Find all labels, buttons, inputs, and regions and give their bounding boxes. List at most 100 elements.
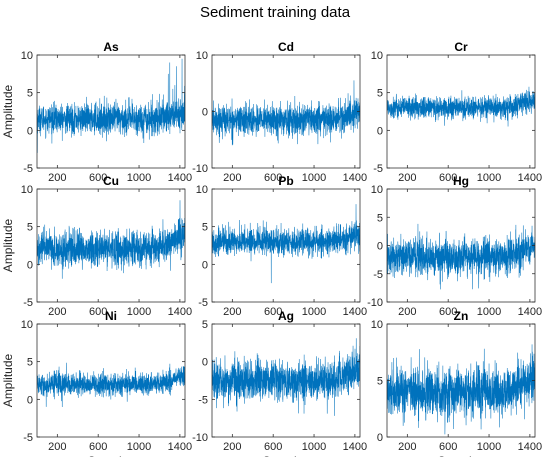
x-tick-label: 1000 <box>477 441 501 453</box>
series-line-zn <box>387 344 535 435</box>
y-tick-label: -10 <box>192 163 208 175</box>
x-tick-label: 600 <box>89 306 107 318</box>
panel-title: Ni <box>105 309 117 323</box>
panel-title: Cd <box>278 40 294 54</box>
y-axis-label: Amplitude <box>1 85 15 139</box>
x-tick-label: 600 <box>264 441 282 453</box>
panel-cd: 200 600 1000 1400 -10 0 10 Cd <box>192 40 367 184</box>
panel-title: Cr <box>454 40 468 54</box>
x-tick-label: 200 <box>48 441 66 453</box>
x-tick-label: 1400 <box>343 441 367 453</box>
y-tick-label: -10 <box>192 432 208 444</box>
y-tick-label: -5 <box>23 163 33 175</box>
x-tick-label: 1400 <box>168 306 192 318</box>
x-tick-label: 600 <box>89 172 107 184</box>
figure-title: Sediment training data <box>200 4 351 21</box>
x-tick-label: 1400 <box>518 306 542 318</box>
y-tick-label: 5 <box>27 222 33 234</box>
y-tick-label: 0 <box>377 125 383 137</box>
series-line-cu <box>37 200 185 279</box>
x-tick-label: 600 <box>89 441 107 453</box>
y-tick-label: 10 <box>371 319 383 331</box>
x-axis-label: Samples <box>88 454 135 457</box>
x-tick-label: 1000 <box>302 172 326 184</box>
y-tick-label: 5 <box>377 212 383 224</box>
y-tick-label: 10 <box>196 184 208 196</box>
y-tick-label: 0 <box>27 394 33 406</box>
x-tick-label: 1400 <box>343 172 367 184</box>
y-tick-label: 5 <box>202 222 208 234</box>
y-tick-label: -5 <box>23 297 33 309</box>
y-tick-label: 10 <box>21 184 33 196</box>
series-line-ag <box>212 338 360 416</box>
y-tick-label: 10 <box>21 319 33 331</box>
y-tick-label: 5 <box>377 88 383 100</box>
y-tick-label: 0 <box>377 432 383 444</box>
y-tick-label: -5 <box>198 297 208 309</box>
x-tick-label: 1000 <box>302 306 326 318</box>
x-tick-label: 200 <box>223 306 241 318</box>
x-tick-label: 1400 <box>518 172 542 184</box>
panel-title: Pb <box>278 174 293 188</box>
series-line-hg <box>387 223 535 290</box>
x-tick-label: 1400 <box>518 441 542 453</box>
y-tick-label: -5 <box>23 432 33 444</box>
x-axis-label: Samples <box>263 454 310 457</box>
y-tick-label: -5 <box>373 269 383 281</box>
panel-title: Ag <box>278 309 294 323</box>
x-tick-label: 600 <box>439 306 457 318</box>
panel-title: Hg <box>453 174 469 188</box>
x-tick-label: 200 <box>398 306 416 318</box>
y-tick-label: 0 <box>202 357 208 369</box>
panel-ag: 200 600 1000 1400 -10 -5 0 5 Ag Samples <box>192 309 367 457</box>
y-tick-label: 0 <box>377 241 383 253</box>
y-tick-label: 0 <box>27 259 33 271</box>
x-axis-label: Samples <box>438 454 485 457</box>
y-tick-label: 5 <box>377 376 383 388</box>
panel-pb: 200 600 1000 1400 -5 0 5 10 Pb <box>196 174 367 318</box>
panel-hg: 200 600 1000 1400 -10 -5 0 5 10 Hg <box>367 174 542 318</box>
x-tick-label: 600 <box>439 441 457 453</box>
x-tick-label: 1000 <box>127 172 151 184</box>
x-tick-label: 200 <box>398 172 416 184</box>
panel-title: Cu <box>103 174 119 188</box>
axes-box <box>386 54 536 169</box>
y-tick-label: -5 <box>373 163 383 175</box>
y-tick-label: 0 <box>202 107 208 119</box>
series-line-pb <box>212 204 360 284</box>
axes-box <box>211 323 361 438</box>
x-tick-label: 200 <box>223 172 241 184</box>
panel-as: 200 600 1000 1400 -5 0 5 10 As Amplitude <box>1 40 192 184</box>
axes-box <box>36 54 186 169</box>
series-line-as <box>37 58 185 153</box>
x-tick-label: 200 <box>398 441 416 453</box>
y-tick-label: -10 <box>367 297 383 309</box>
y-tick-label: 0 <box>27 125 33 137</box>
x-tick-label: 200 <box>48 306 66 318</box>
panel-ni: 200 600 1000 1400 -5 0 5 10 Ni Amplitude Samples <box>1 309 192 457</box>
y-axis-label: Amplitude <box>1 219 15 273</box>
y-tick-label: 10 <box>21 50 33 62</box>
y-tick-label: 10 <box>371 184 383 196</box>
panel-title: Zn <box>454 309 469 323</box>
axes-box <box>211 188 361 303</box>
y-tick-label: 10 <box>371 50 383 62</box>
panel-title: As <box>103 40 119 54</box>
x-tick-label: 1000 <box>477 172 501 184</box>
panel-cu: 200 600 1000 1400 -5 0 5 10 Cu Amplitude <box>1 174 192 318</box>
x-tick-label: 1000 <box>302 441 326 453</box>
y-tick-label: 5 <box>202 319 208 331</box>
x-tick-label: 200 <box>48 172 66 184</box>
y-tick-label: 5 <box>27 88 33 100</box>
y-tick-label: -5 <box>198 394 208 406</box>
y-tick-label: 5 <box>27 357 33 369</box>
panel-cr: 200 600 1000 1400 -5 0 5 10 Cr <box>371 40 542 184</box>
x-tick-label: 600 <box>439 172 457 184</box>
y-axis-label: Amplitude <box>1 354 15 408</box>
x-tick-label: 1000 <box>477 306 501 318</box>
x-tick-label: 1000 <box>127 306 151 318</box>
series-line-ni <box>37 362 185 408</box>
panel-zn: 200 600 1000 1400 0 5 10 Zn Samples <box>371 309 542 457</box>
x-tick-label: 600 <box>264 306 282 318</box>
